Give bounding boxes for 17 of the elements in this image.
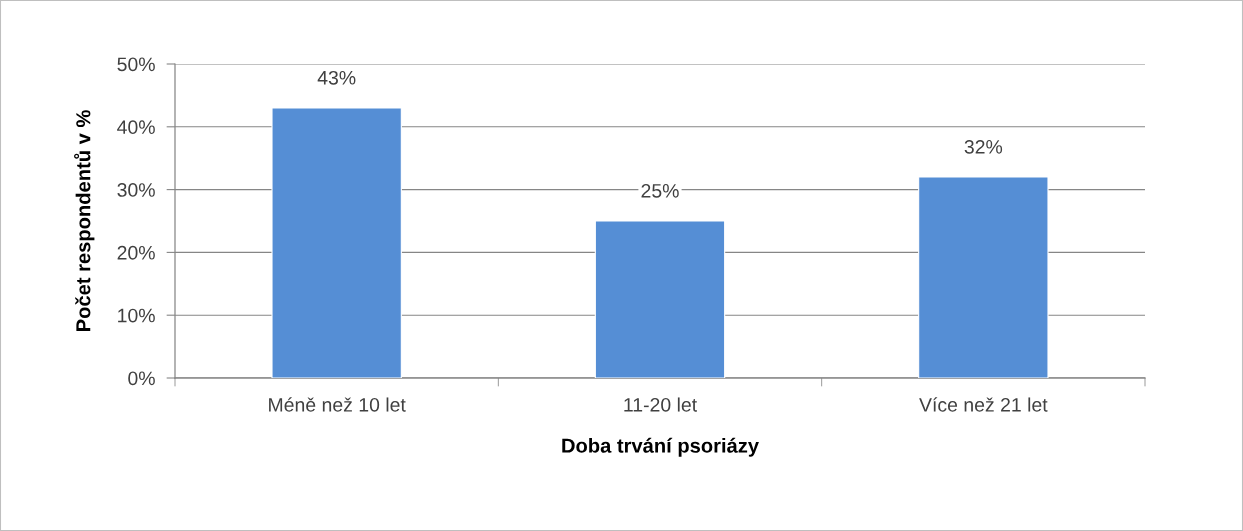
bar	[918, 176, 1049, 378]
y-tick-label: 40%	[117, 120, 155, 135]
x-axis-title: Doba trvání psoriázy	[562, 437, 759, 457]
data-label: 32%	[964, 139, 1003, 154]
data-label: 43%	[317, 70, 356, 85]
data-label: 25%	[641, 183, 679, 198]
bar	[594, 220, 726, 378]
y-tick-label: 10%	[118, 308, 155, 323]
y-tick-label: 50%	[117, 57, 155, 72]
y-tick-label: 0%	[128, 371, 155, 386]
y-axis-title: Počet respondentů v %	[74, 110, 95, 331]
y-tick-label: 20%	[117, 245, 155, 260]
x-tick-label: Více než 21 let	[919, 397, 1048, 412]
x-tick-label: 11-20 let	[624, 397, 697, 412]
bar	[271, 107, 402, 378]
x-tick-label: Méně než 10 let	[269, 397, 406, 412]
y-tick-label: 30%	[117, 183, 155, 197]
